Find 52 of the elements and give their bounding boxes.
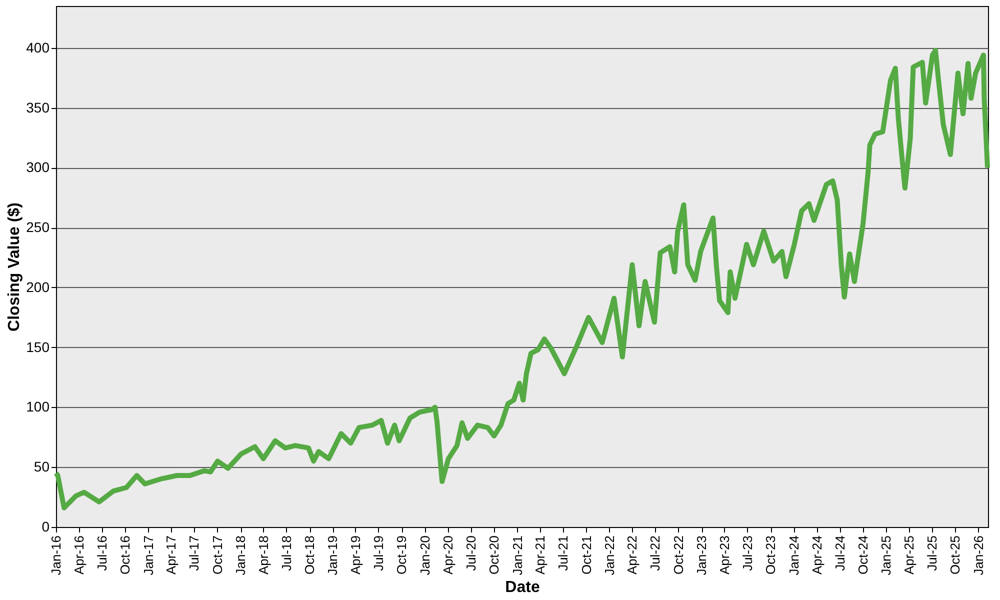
x-tick-label: Oct-18 <box>302 536 318 575</box>
x-tick-label: Oct-24 <box>856 536 871 575</box>
x-tick-label: Jul-18 <box>278 536 294 571</box>
x-tick-label: Jan-19 <box>325 536 340 576</box>
x-tick-label: Apr-17 <box>164 536 179 575</box>
y-tick-label: 0 <box>42 518 50 534</box>
x-tick-label: Jul-19 <box>370 536 386 571</box>
y-tick-label: 400 <box>26 39 50 56</box>
x-tick-label: Jan-16 <box>48 536 64 576</box>
y-tick-label: 300 <box>26 159 50 176</box>
y-tick-label: 50 <box>34 458 50 475</box>
x-tick-label: Apr-24 <box>809 536 824 575</box>
x-tick-label: Oct-19 <box>394 536 410 575</box>
x-tick-label: Jan-17 <box>140 536 156 576</box>
x-tick-label: Apr-19 <box>348 536 363 575</box>
x-tick-label: Jul-21 <box>556 536 571 571</box>
x-tick-label: Apr-21 <box>532 536 548 575</box>
x-tick-label: Apr-25 <box>901 536 916 575</box>
x-tick-label: Jan-21 <box>510 536 525 576</box>
y-tick-label: 100 <box>26 398 50 415</box>
x-tick-label: Apr-16 <box>71 536 86 575</box>
x-tick-label: Jul-25 <box>924 536 940 571</box>
x-tick-label: Jan-18 <box>233 536 248 576</box>
x-tick-label: Jul-23 <box>740 536 755 571</box>
x-tick-label: Oct-16 <box>118 536 133 575</box>
y-tick-label: 350 <box>26 99 50 116</box>
x-tick-label: Oct-23 <box>763 536 778 575</box>
x-tick-label: Apr-20 <box>440 536 456 575</box>
x-tick-label: Oct-25 <box>948 536 963 575</box>
x-tick-label: Jul-20 <box>463 536 478 571</box>
x-tick-label: Jan-26 <box>970 536 986 576</box>
x-tick-label: Jul-22 <box>648 536 663 571</box>
x-tick-label: Apr-23 <box>716 536 732 575</box>
y-axis-title: Closing Value ($) <box>6 202 24 332</box>
x-axis-title: Date <box>505 579 540 596</box>
x-tick-label: Jan-20 <box>417 536 432 576</box>
x-tick-label: Jul-16 <box>94 536 110 571</box>
x-tick-label: Oct-20 <box>486 536 502 575</box>
x-tick-label: Oct-22 <box>670 536 686 575</box>
x-tick-label: Jul-17 <box>186 536 202 571</box>
x-tick-label: Oct-17 <box>210 536 225 575</box>
y-tick-label: 200 <box>26 278 50 295</box>
x-tick-label: Jul-24 <box>832 536 848 571</box>
x-tick-label: Apr-18 <box>256 536 271 575</box>
x-tick-label: Jan-23 <box>694 536 710 576</box>
x-tick-label: Jan-24 <box>786 536 802 576</box>
y-tick-label: 150 <box>26 338 50 355</box>
x-tick-label: Oct-21 <box>578 536 594 575</box>
y-tick-label: 250 <box>26 219 50 236</box>
x-tick-label: Jan-22 <box>602 536 617 576</box>
x-tick-label: Jan-25 <box>878 536 894 576</box>
x-tick-label: Apr-22 <box>624 536 640 575</box>
